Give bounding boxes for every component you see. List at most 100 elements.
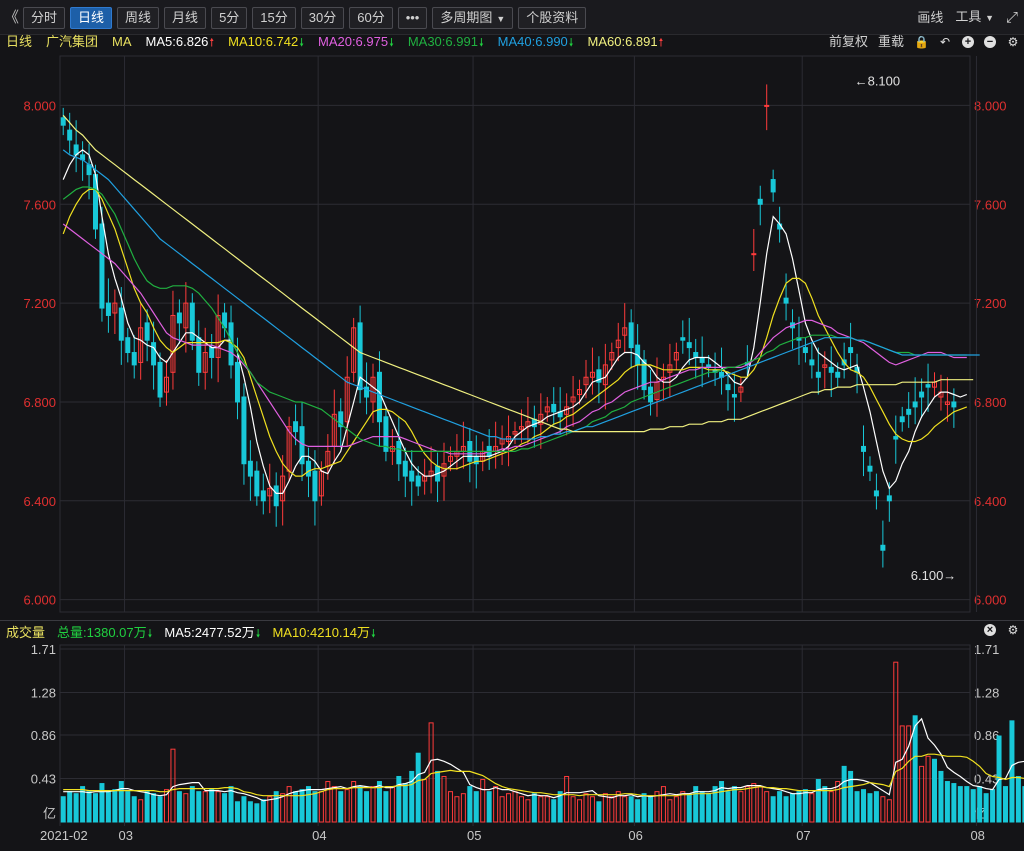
candle-body (919, 391, 925, 398)
more-periods-button[interactable]: ••• (397, 7, 428, 29)
add-icon[interactable]: + (962, 36, 974, 48)
lock-icon[interactable]: 🔒 (914, 35, 929, 49)
candle-body (738, 386, 744, 393)
candle-body (848, 347, 854, 354)
candle-body (544, 406, 550, 413)
volume-bar (564, 775, 570, 823)
tab-5min[interactable]: 5分 (211, 7, 248, 29)
tools-label: 工具 (955, 9, 982, 24)
volume-bar (486, 791, 492, 823)
expand-icon[interactable]: ⤢ (1005, 8, 1018, 26)
candle-body (105, 302, 111, 316)
close-icon[interactable]: × (984, 624, 996, 636)
volume-bar (493, 786, 499, 823)
volume-unit-left: 亿 (43, 806, 56, 821)
minus-icon[interactable]: − (984, 36, 996, 48)
volume-bar (1015, 775, 1021, 823)
price-tick-left: 6.800 (23, 395, 56, 410)
volume-bar (176, 791, 182, 823)
candle-body (293, 421, 299, 433)
candle-body (267, 487, 273, 497)
settings-icon[interactable]: ⚙ (1007, 35, 1019, 49)
price-tick-left: 8.000 (23, 98, 56, 113)
ma-legend-item: MA40:6.990🠗 (498, 32, 574, 53)
candle-body (667, 364, 673, 373)
candle-body (822, 364, 828, 368)
volume-bar (473, 791, 479, 823)
candle-body (783, 297, 789, 304)
candle-body (273, 485, 279, 507)
volume-bar (73, 793, 79, 823)
undo-icon[interactable]: ↶ (939, 35, 951, 49)
volume-bar (602, 793, 608, 823)
volume-bar (60, 796, 66, 823)
ma10-value: MA10:6.742 (228, 34, 299, 49)
volume-bar (260, 799, 266, 823)
vol-legend-item: 总量:1380.07万🠗 (57, 623, 152, 644)
candle-body (305, 460, 311, 477)
arrow-down-icon: 🠗 (371, 628, 376, 640)
candle-body (815, 371, 821, 378)
adjust-button[interactable]: 前复权 (828, 34, 868, 49)
volume-bar (919, 765, 925, 823)
volume-bar (802, 789, 808, 823)
collapse-chevron-icon[interactable]: 《 (4, 9, 20, 26)
arrow-up-icon: 🠕 (209, 37, 215, 49)
tab-15min[interactable]: 15分 (252, 7, 296, 29)
price-tick-left: 7.200 (23, 296, 56, 311)
volume-bar (912, 715, 918, 823)
volume-bar (596, 801, 602, 823)
tab-fenshi[interactable]: 分时 (23, 7, 66, 29)
volume-bar (80, 786, 86, 823)
multi-period-dropdown[interactable]: 多周期图 ▼ (432, 7, 514, 29)
ma-line-ma30 (62, 186, 967, 452)
volume-bar (589, 796, 595, 823)
volume-bar (286, 786, 292, 823)
volume-tick-left: 0.43 (31, 772, 56, 787)
candle-body (351, 327, 357, 373)
volume-bar (725, 791, 731, 823)
ma-line-ma5 (62, 149, 968, 494)
stock-info-button[interactable]: 个股资料 (518, 7, 587, 29)
draw-line-button[interactable]: 画线 (917, 9, 944, 25)
caret-down-icon: ▼ (496, 14, 506, 24)
volume-bar (318, 791, 324, 823)
candle-body (751, 253, 757, 256)
candle-body (680, 337, 686, 341)
volume-bar (822, 786, 828, 823)
multi-period-label: 多周期图 (440, 10, 493, 25)
tab-rixian[interactable]: 日线 (70, 7, 113, 29)
candle-body (835, 371, 841, 378)
overlay-button[interactable]: 重载 (877, 34, 904, 49)
tab-30min[interactable]: 30分 (300, 7, 345, 29)
volume-bar (628, 796, 634, 823)
volume-bar (880, 796, 886, 823)
tab-zhouxian[interactable]: 周线 (117, 7, 160, 29)
candle-body (202, 352, 208, 373)
volume-tick-left: 1.71 (31, 642, 56, 657)
volume-bar (906, 725, 912, 823)
candle-body (577, 389, 583, 396)
candle-body (951, 401, 957, 408)
candle-body (583, 376, 589, 386)
volume-bar (267, 796, 273, 823)
settings-icon[interactable]: ⚙ (1007, 623, 1019, 637)
tab-60min[interactable]: 60分 (349, 7, 393, 29)
candle-body (906, 408, 912, 415)
volume-bar (209, 789, 215, 823)
volume-bar (899, 725, 905, 823)
x-tick-label: 2021-02 (40, 828, 88, 843)
volume-bar (357, 786, 363, 823)
tab-yuexian[interactable]: 月线 (164, 7, 207, 29)
volume-bar (138, 799, 144, 823)
total-volume-value: 总量:1380.07万 (57, 625, 147, 640)
candle-body (215, 314, 221, 358)
vol-legend-item: MA5:2477.52万🠗 (164, 623, 260, 644)
volume-bar (305, 786, 311, 823)
volume-bar (112, 789, 118, 823)
tools-dropdown[interactable]: 工具 ▼ (955, 7, 994, 28)
candle-body (473, 455, 479, 465)
candle-body (899, 416, 905, 423)
volume-bar (544, 796, 550, 823)
